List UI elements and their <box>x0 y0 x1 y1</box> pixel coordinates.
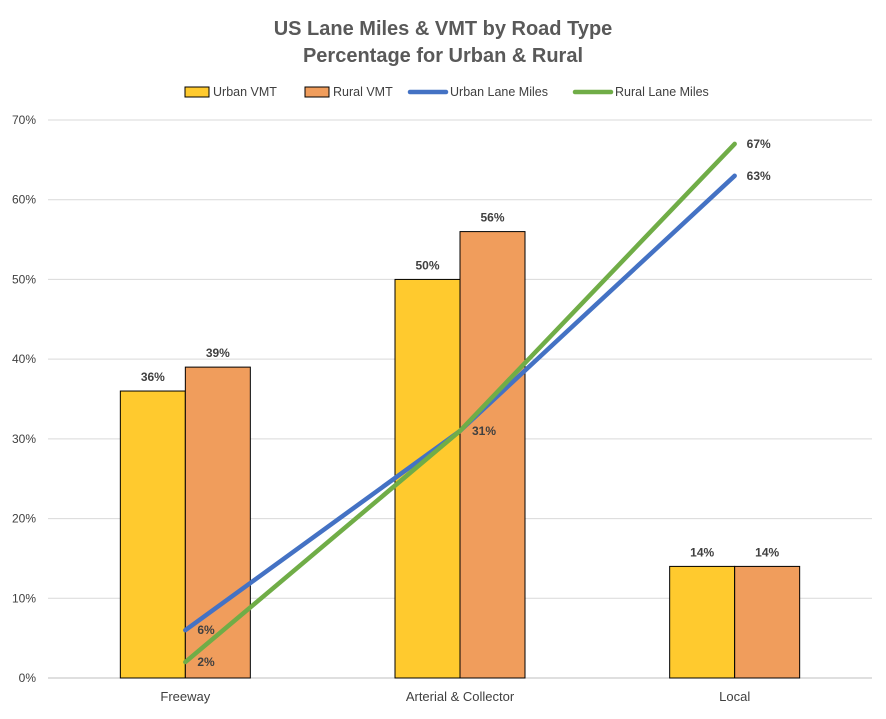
y-tick-label: 20% <box>12 512 36 526</box>
chart-title-line-2: Percentage for Urban & Rural <box>303 45 583 67</box>
legend-label: Urban VMT <box>213 85 277 99</box>
x-category-label: Arterial & Collector <box>406 689 515 704</box>
bar-data-label: 14% <box>690 545 714 559</box>
bar-data-label: 56% <box>480 211 504 225</box>
y-tick-label: 70% <box>12 113 36 127</box>
line-data-label: 6% <box>197 623 215 637</box>
y-tick-label: 10% <box>12 591 36 605</box>
legend-label: Rural Lane Miles <box>615 85 709 99</box>
bar-data-label: 39% <box>206 346 230 360</box>
line-data-label: 31% <box>472 424 496 438</box>
y-tick-label: 40% <box>12 352 36 366</box>
chart-title-line-1: US Lane Miles & VMT by Road Type <box>274 18 613 40</box>
series-line <box>183 141 737 665</box>
lines <box>183 141 737 665</box>
data-labels: 36% 50% 14% 39% 56% 14% 6% 31% 63% 2% 67% <box>141 137 780 669</box>
bar-data-label: 36% <box>141 370 165 384</box>
y-tick-label: 0% <box>19 671 37 685</box>
legend: Urban VMT Rural VMT Urban Lane Miles Rural … <box>184 85 709 99</box>
x-axis: Freeway Arterial & Collector Local <box>160 689 750 704</box>
bars <box>119 231 801 679</box>
bar <box>459 231 526 679</box>
line-data-label: 63% <box>747 169 771 183</box>
bar-data-label: 14% <box>755 545 779 559</box>
line-data-label: 2% <box>197 655 215 669</box>
y-tick-label: 30% <box>12 432 36 446</box>
y-tick-label: 50% <box>12 272 36 286</box>
bar <box>119 390 186 679</box>
legend-swatch <box>304 86 330 98</box>
legend-label: Urban Lane Miles <box>450 85 548 99</box>
bar <box>669 565 736 679</box>
x-category-label: Local <box>719 689 750 704</box>
x-category-label: Freeway <box>160 689 210 704</box>
legend-swatch <box>184 86 210 98</box>
bar-data-label: 50% <box>415 258 439 272</box>
y-axis: 0% 10% 20% 30% 40% 50% 60% 70% <box>12 113 36 685</box>
bar <box>184 366 251 679</box>
line-data-label: 67% <box>747 137 771 151</box>
legend-label: Rural VMT <box>333 85 393 99</box>
bar <box>734 565 801 679</box>
y-tick-label: 60% <box>12 193 36 207</box>
